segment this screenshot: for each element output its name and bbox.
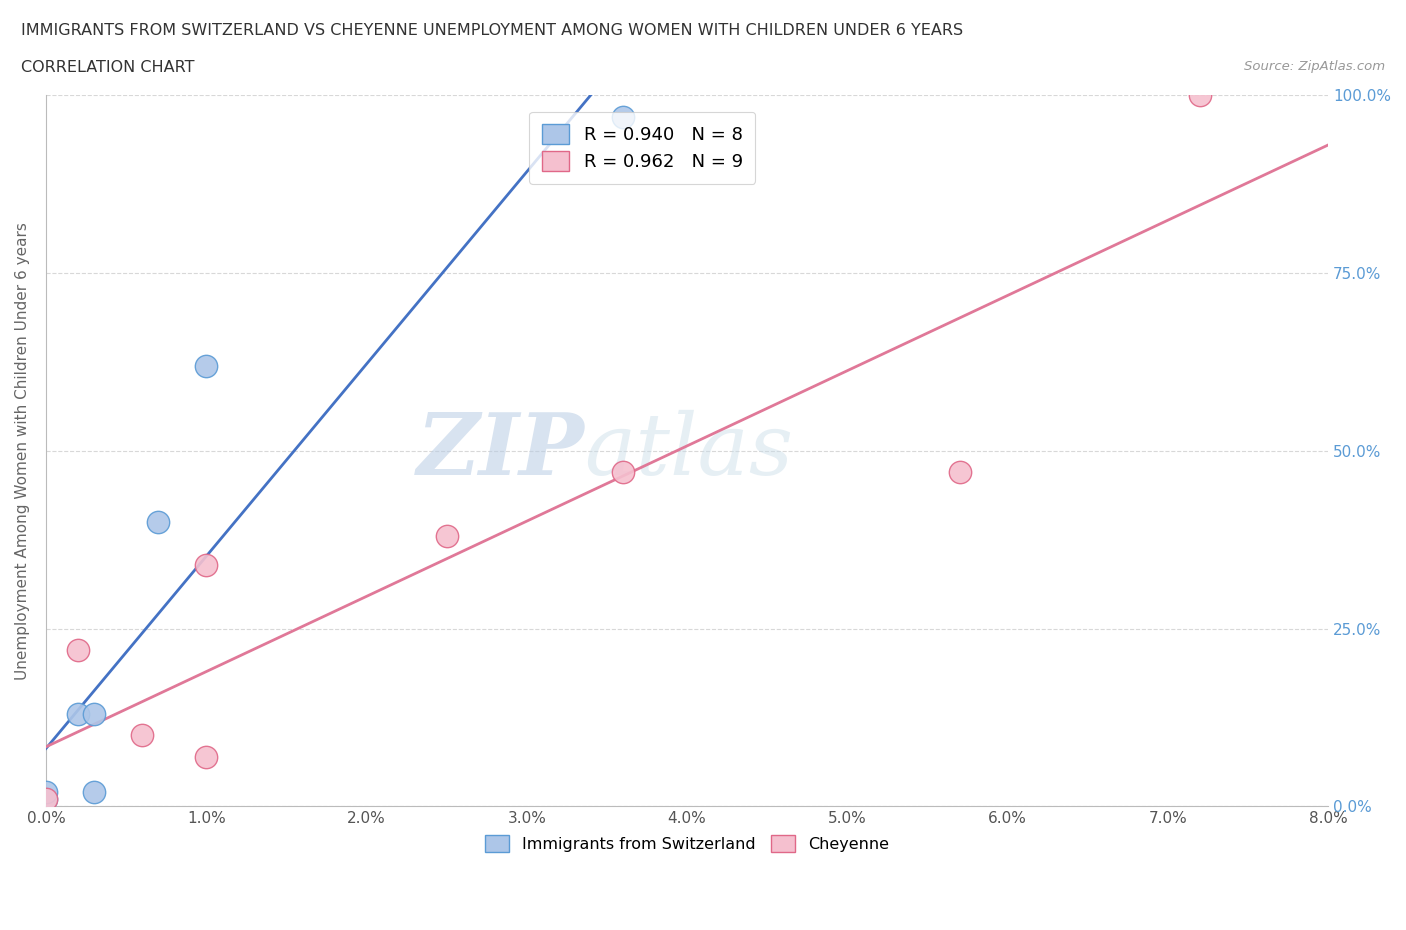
Point xyxy=(66,707,89,722)
Text: CORRELATION CHART: CORRELATION CHART xyxy=(21,60,194,75)
Point xyxy=(436,529,458,544)
Point xyxy=(195,749,218,764)
Point xyxy=(83,707,105,722)
Point xyxy=(131,728,153,743)
Text: atlas: atlas xyxy=(585,409,793,492)
Text: Source: ZipAtlas.com: Source: ZipAtlas.com xyxy=(1244,60,1385,73)
Y-axis label: Unemployment Among Women with Children Under 6 years: Unemployment Among Women with Children U… xyxy=(15,222,30,680)
Point xyxy=(612,465,634,480)
Point xyxy=(195,557,218,572)
Point xyxy=(35,785,58,800)
Point xyxy=(195,358,218,373)
Point xyxy=(66,643,89,658)
Text: ZIP: ZIP xyxy=(416,409,585,493)
Point xyxy=(1188,88,1211,103)
Point xyxy=(35,791,58,806)
Point xyxy=(948,465,970,480)
Point xyxy=(146,514,169,529)
Text: IMMIGRANTS FROM SWITZERLAND VS CHEYENNE UNEMPLOYMENT AMONG WOMEN WITH CHILDREN U: IMMIGRANTS FROM SWITZERLAND VS CHEYENNE … xyxy=(21,23,963,38)
Point xyxy=(35,791,58,806)
Point xyxy=(612,110,634,125)
Legend: Immigrants from Switzerland, Cheyenne: Immigrants from Switzerland, Cheyenne xyxy=(478,829,896,858)
Point xyxy=(83,785,105,800)
